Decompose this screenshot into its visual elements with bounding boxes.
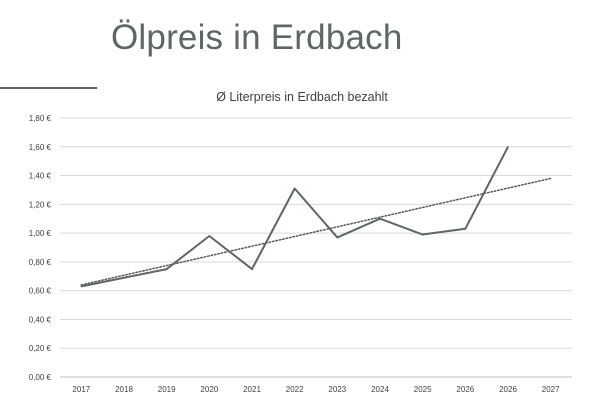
data-point: [507, 145, 509, 148]
y-tick-label: 1,60 €: [29, 143, 52, 152]
x-tick-label: 2021: [243, 385, 261, 394]
y-tick-label: 0,40 €: [29, 315, 52, 324]
x-tick-label: 2026: [456, 385, 474, 394]
y-tick-label: 1,00 €: [29, 229, 52, 238]
data-point: [165, 268, 168, 270]
trendline-layer: [80, 177, 552, 286]
title-underline: [0, 87, 97, 89]
data-point: [293, 187, 296, 190]
x-tick-label: 2020: [200, 385, 218, 394]
series-line: [81, 146, 509, 288]
x-tick-label: 2026: [499, 385, 517, 394]
gridlines: [60, 117, 572, 378]
trendline: [80, 177, 552, 286]
data-point: [421, 233, 424, 236]
x-tick-label: 2024: [371, 385, 389, 394]
chart-title: Ø Literpreis in Erdbach bezahlt: [216, 90, 388, 104]
data-point: [336, 236, 339, 239]
x-tick-label: 2027: [542, 385, 560, 394]
y-axis: 0,00 € 0,20 € 0,40 € 0,60 € 0,80 € 1,00 € 1,20…: [29, 114, 52, 382]
series-layer: [80, 145, 509, 288]
page-title: Ölpreis in Erdbach: [111, 18, 403, 57]
data-point: [80, 285, 83, 288]
y-tick-label: 1,40 €: [29, 172, 52, 181]
data-point: [464, 227, 467, 230]
data-point: [123, 276, 125, 279]
data-point: [251, 268, 253, 270]
y-tick-label: 1,80 €: [29, 114, 52, 123]
y-tick-label: 1,20 €: [29, 200, 52, 209]
x-axis: 2017 2018 2019 2020 2021 2022 2023 2024 2025 2026…: [72, 385, 560, 394]
x-tick-label: 2019: [158, 385, 176, 394]
y-tick-label: 0,60 €: [29, 287, 52, 296]
y-tick-label: 0,20 €: [29, 344, 52, 353]
x-tick-label: 2025: [414, 385, 432, 394]
y-tick-label: 0,00 €: [29, 373, 52, 382]
x-tick-label: 2017: [72, 385, 90, 394]
data-point: [379, 217, 381, 220]
x-tick-label: 2018: [115, 385, 133, 394]
x-tick-label: 2023: [328, 385, 346, 394]
y-tick-label: 0,80 €: [29, 258, 52, 267]
x-tick-label: 2022: [286, 385, 304, 394]
data-point: [208, 235, 211, 237]
